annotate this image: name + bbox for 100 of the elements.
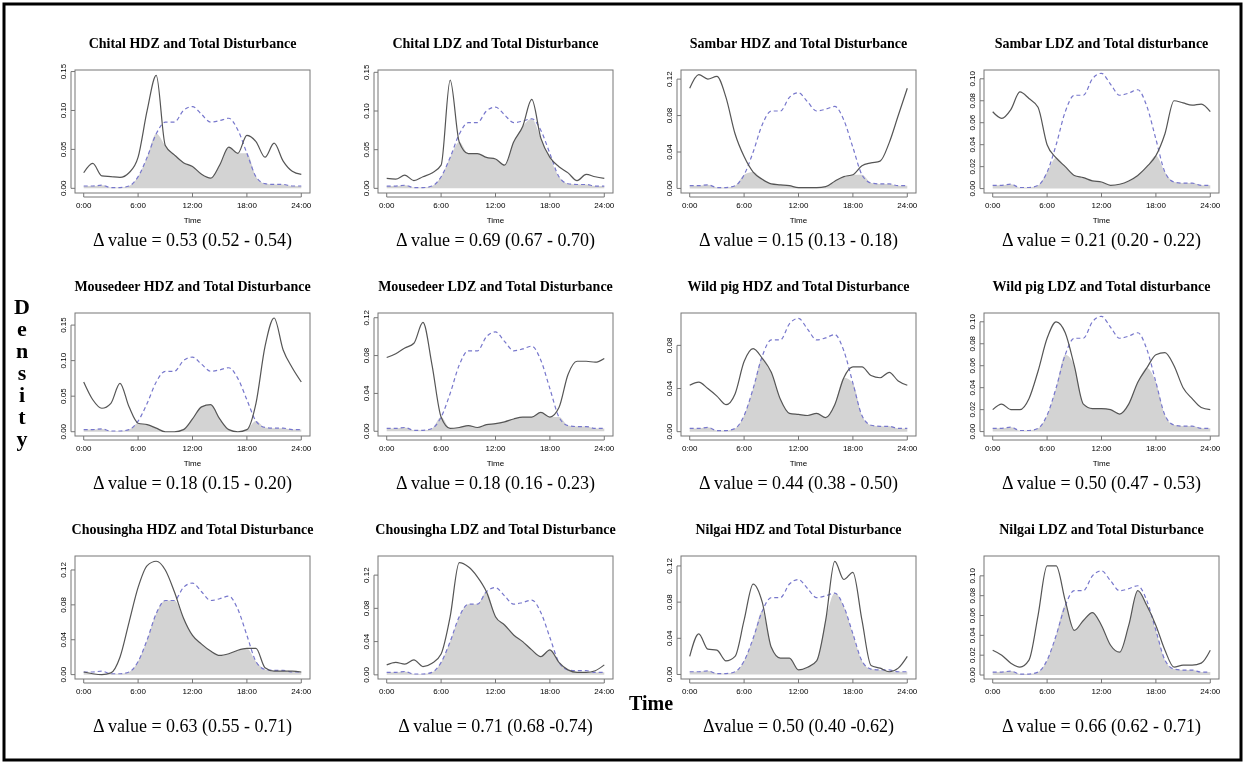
- text: Δ value = 0.69 (0.67 - 0.70): [395, 230, 596, 251]
- x-tick-label: 0:00: [75, 201, 93, 210]
- x-tick-label: 18:00: [1145, 201, 1167, 210]
- line-series: [992, 72, 1211, 189]
- x-tick-label: 18:00: [236, 201, 258, 210]
- x-tick-label: 0:00: [984, 687, 1002, 696]
- text: Δ value = 0.15 (0.13 - 0.18): [698, 230, 899, 251]
- text: Δ value = 0.18 (0.16 - 0.23): [395, 473, 596, 494]
- y-tick-label: 0.00: [59, 423, 68, 440]
- x-tick-label: 0:00: [984, 201, 1002, 210]
- text: Δ value = 0.53 (0.52 - 0.54): [92, 230, 293, 251]
- x-tick-label: 24:00: [1200, 687, 1221, 696]
- chart-title: Mousedeer HDZ and Total Disturbance: [74, 279, 311, 294]
- y-tick-label: 0.00: [968, 423, 977, 440]
- x-axis-title: Time: [486, 459, 505, 468]
- text: Time: [628, 692, 674, 714]
- x-tick-label: 24:00: [594, 687, 615, 696]
- y-tick-label: 0.10: [59, 352, 68, 369]
- y-tick-label: 0.10: [968, 313, 977, 330]
- y-tick-label: 0.04: [665, 380, 674, 397]
- x-axis-title: Time: [789, 459, 808, 468]
- y-tick-label: 0.00: [968, 666, 977, 683]
- line-series: [83, 582, 302, 675]
- y-tick-label: 0.15: [362, 63, 371, 81]
- x-tick-label: 0:00: [681, 444, 699, 453]
- x-tick-label: 24:00: [897, 687, 918, 696]
- x-tick-label: 12:00: [788, 687, 810, 696]
- chart-title: Wild pig HDZ and Total Disturbance: [687, 279, 910, 294]
- x-tick-label: 0:00: [681, 687, 699, 696]
- chart-title: Chital HDZ and Total Disturbance: [88, 36, 297, 51]
- x-tick-label: 12:00: [182, 444, 204, 453]
- y-tick-label: 0.10: [968, 567, 977, 584]
- y-tick-label: 0.04: [665, 143, 674, 160]
- y-tick-label: 0.08: [968, 92, 977, 109]
- line-series: [83, 356, 302, 432]
- line-series: [83, 317, 302, 433]
- y-tick-label: 0.10: [59, 102, 68, 119]
- text: Δ value = 0.50 (0.47 - 0.53): [1001, 473, 1202, 494]
- line-series: [689, 73, 908, 189]
- x-tick-label: 24:00: [897, 444, 918, 453]
- x-tick-label: 6:00: [130, 201, 147, 210]
- y-tick-label: 0.08: [59, 596, 68, 613]
- x-tick-label: 6:00: [1039, 444, 1056, 453]
- y-tick-label: 0.05: [59, 141, 68, 158]
- y-tick-label: 0.05: [362, 141, 371, 158]
- y-tick-label: 0.00: [665, 423, 674, 440]
- y-tick-label: 0.04: [968, 136, 977, 153]
- x-tick-label: 24:00: [1200, 201, 1221, 210]
- chart-title: Sambar LDZ and Total disturbance: [994, 36, 1209, 51]
- line-series: [689, 560, 908, 673]
- x-axis-title: Time: [1092, 216, 1111, 225]
- y-tick-label: 0.15: [59, 63, 68, 80]
- y-tick-label: 0.08: [362, 347, 371, 364]
- x-tick-label: 18:00: [1145, 687, 1167, 696]
- y-tick-label: 0.06: [968, 607, 977, 624]
- y-tick-label: 0.10: [968, 70, 977, 87]
- y-tick-label: 0.08: [968, 587, 977, 604]
- x-tick-label: 6:00: [1039, 201, 1056, 210]
- x-tick-label: 12:00: [182, 201, 204, 210]
- chart-title: Wild pig LDZ and Total disturbance: [992, 279, 1211, 294]
- y-tick-label: 0.04: [968, 627, 977, 644]
- x-tick-label: 0:00: [75, 444, 93, 453]
- y-tick-label: 0.04: [59, 631, 68, 648]
- x-tick-label: 18:00: [1145, 444, 1167, 453]
- text: Δ value = 0.18 (0.15 - 0.20): [92, 473, 293, 494]
- line-series: [386, 79, 605, 182]
- y-tick-label: 0.05: [59, 387, 68, 404]
- line-series: [992, 315, 1211, 432]
- x-tick-label: 0:00: [681, 201, 699, 210]
- text: Δ value = 0.71 (0.68 -0.74): [398, 716, 593, 737]
- line-series: [386, 562, 605, 673]
- y-axis-title: Density: [14, 293, 30, 451]
- y-tick-label: 0.12: [362, 566, 371, 583]
- line-series: [992, 321, 1211, 415]
- line-series: [83, 105, 302, 189]
- x-tick-label: 6:00: [433, 201, 450, 210]
- x-tick-label: 0:00: [378, 444, 396, 453]
- line-series: [689, 348, 908, 419]
- x-tick-label: 18:00: [236, 444, 258, 453]
- x-tick-label: 24:00: [1200, 444, 1221, 453]
- line-series: [689, 92, 908, 189]
- y-tick-label: 0.00: [362, 666, 371, 683]
- y-tick-label: 0.08: [665, 107, 674, 124]
- x-tick-label: 12:00: [485, 687, 507, 696]
- x-tick-label: 6:00: [433, 444, 450, 453]
- y-tick-label: 0.04: [665, 629, 674, 647]
- x-tick-label: 12:00: [1091, 687, 1113, 696]
- x-axis-title: Time: [183, 459, 202, 468]
- x-axis-title: Time: [1092, 459, 1111, 468]
- x-axis-title: Time: [183, 216, 202, 225]
- line-series: [992, 91, 1211, 186]
- x-tick-label: 18:00: [539, 687, 561, 696]
- x-tick-label: 0:00: [75, 687, 93, 696]
- y-tick-label: 0.02: [968, 158, 977, 175]
- x-tick-label: 6:00: [433, 687, 450, 696]
- y-tick-label: 0.15: [59, 316, 68, 333]
- y-tick-label: 0.10: [362, 102, 371, 119]
- y-tick-label: 0.00: [665, 666, 674, 683]
- x-tick-label: 6:00: [130, 687, 147, 696]
- x-tick-label: 12:00: [1091, 444, 1113, 453]
